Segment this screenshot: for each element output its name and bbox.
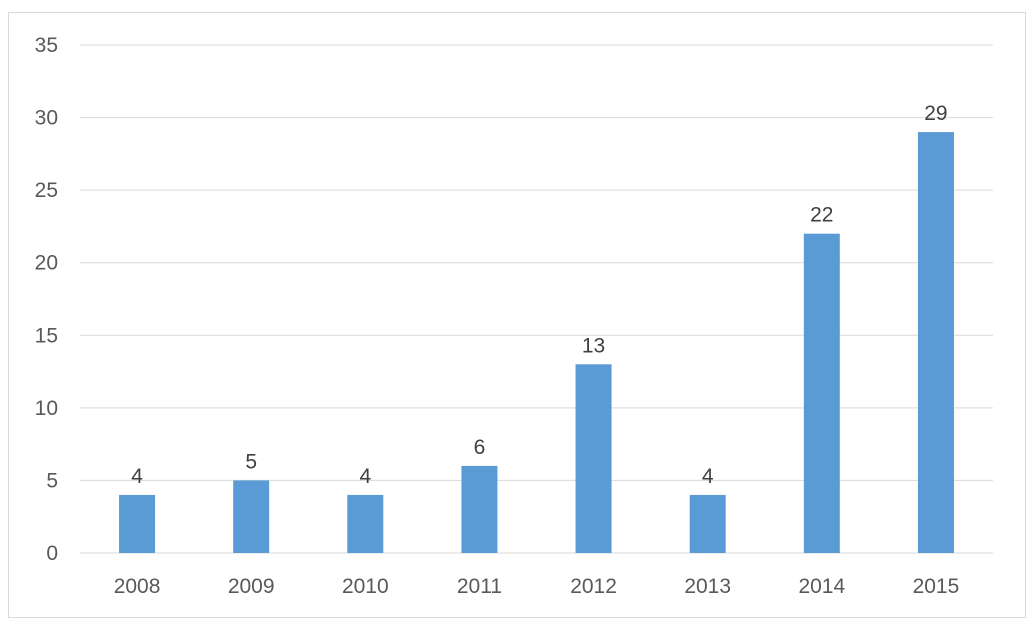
y-tick-label: 20 — [35, 252, 58, 275]
bar — [233, 480, 270, 553]
y-axis-ticks: 0 5 10 15 20 25 30 35 — [35, 34, 58, 565]
data-label: 13 — [582, 334, 605, 357]
x-tick-label: 2008 — [114, 575, 161, 598]
gridlines — [80, 44, 993, 554]
x-tick-label: 2009 — [228, 575, 275, 598]
bar — [803, 233, 840, 553]
x-tick-label: 2014 — [798, 575, 845, 598]
x-tick-label: 2015 — [913, 575, 960, 598]
y-tick-label: 25 — [35, 179, 58, 202]
x-tick-label: 2011 — [457, 575, 502, 598]
bars — [119, 132, 954, 554]
bar — [119, 494, 156, 553]
y-tick-label: 10 — [35, 397, 58, 420]
y-tick-label: 5 — [46, 469, 58, 492]
x-tick-label: 2013 — [684, 575, 731, 598]
y-tick-label: 35 — [35, 34, 58, 57]
data-label: 4 — [131, 465, 143, 488]
bar — [689, 494, 726, 553]
x-axis-ticks: 2008 2009 2010 2011 2012 2013 2014 2015 — [114, 575, 960, 598]
chart-frame — [8, 12, 1026, 618]
y-tick-label: 30 — [35, 107, 58, 130]
y-tick-label: 15 — [35, 324, 58, 347]
bar — [347, 494, 384, 553]
data-label: 4 — [359, 465, 371, 488]
data-label: 4 — [702, 465, 714, 488]
bar — [917, 132, 954, 554]
data-label: 5 — [245, 450, 257, 473]
data-label: 29 — [924, 102, 947, 125]
bar — [575, 364, 612, 553]
data-label: 22 — [810, 204, 833, 227]
bar — [461, 465, 498, 553]
x-tick-label: 2012 — [570, 575, 617, 598]
x-tick-label: 2010 — [342, 575, 389, 598]
data-labels: 4 5 4 6 13 4 22 29 — [131, 102, 947, 488]
y-tick-label: 0 — [46, 542, 58, 565]
data-label: 6 — [474, 436, 486, 459]
